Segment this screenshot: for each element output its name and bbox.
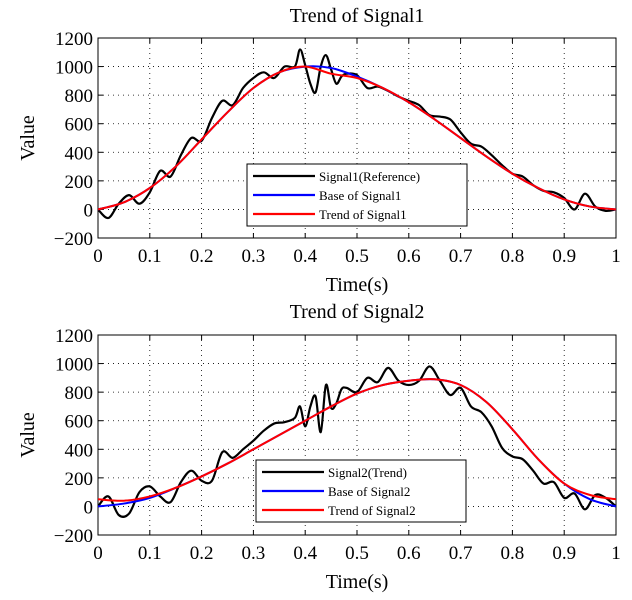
x-tick-label: 0.9	[552, 246, 576, 267]
legend-entry: Signal2(Trend)	[328, 465, 407, 480]
y-tick-label: 600	[65, 412, 94, 433]
y-tick-label: 400	[65, 143, 94, 164]
y-tick-label: −200	[54, 526, 93, 547]
y-tick-label: 0	[84, 497, 94, 518]
x-tick-label: 0.3	[242, 246, 266, 267]
y-tick-label: 1000	[55, 355, 93, 376]
series-line-signal1-reference-	[98, 48, 616, 220]
x-tick-label: 0	[93, 246, 103, 267]
series-line-trend-of-signal2	[98, 378, 616, 502]
y-tick-label: 200	[65, 469, 94, 490]
x-tick-label: 0.5	[345, 246, 369, 267]
series-line-signal2-trend-	[98, 365, 616, 518]
y-tick-label: 400	[65, 440, 94, 461]
x-tick-label: 0.4	[293, 246, 317, 267]
x-tick-label: 0.1	[138, 246, 162, 267]
chart-title: Trend of Signal2	[290, 301, 425, 323]
x-tick-label: 1	[611, 543, 621, 564]
y-tick-label: 800	[65, 383, 94, 404]
x-tick-label: 1	[611, 246, 621, 267]
chart-2: Trend of Signal2 0 0.1 0.2 0.3 0.4 0.5 0.6 0.7 0.…	[17, 301, 621, 593]
y-tick-label: 1200	[55, 29, 93, 50]
x-axis-label: Time(s)	[326, 274, 389, 296]
x-tick-label: 0.7	[449, 543, 473, 564]
y-tick-label: 800	[65, 86, 94, 107]
x-axis-label: Time(s)	[326, 571, 389, 593]
x-tick-label: 0	[93, 543, 103, 564]
y-tick-label: 200	[65, 172, 94, 193]
legend-entry: Trend of Signal2	[328, 503, 416, 518]
x-tick-label: 0.3	[242, 543, 266, 564]
y-tick-label: 1000	[55, 58, 93, 79]
legend-entry: Base of Signal2	[328, 484, 410, 499]
y-tick-label: 0	[84, 200, 94, 221]
x-tick-label: 0.9	[552, 543, 576, 564]
chart-1: Trend of Signal1 0 0.1 0.2 0.3 0.4 0.5 0.6 0.7 0.…	[17, 5, 621, 296]
legend-entry: Base of Signal1	[319, 188, 401, 203]
x-tick-label: 0.2	[190, 246, 214, 267]
x-tick-label: 0.2	[190, 543, 214, 564]
x-tick-label: 0.8	[501, 543, 525, 564]
chart-title: Trend of Signal1	[290, 5, 425, 27]
y-axis-label: Value	[17, 115, 39, 161]
legend: Signal1(Reference) Base of Signal1 Trend o…	[246, 163, 468, 227]
x-tick-label: 0.5	[345, 543, 369, 564]
x-tick-label: 0.6	[397, 246, 421, 267]
x-tick-label: 0.8	[501, 246, 525, 267]
legend-entry: Trend of Signal1	[319, 207, 407, 222]
series-line-trend-of-signal1	[98, 65, 616, 211]
y-tick-label: 600	[65, 115, 94, 136]
x-tick-label: 0.4	[293, 543, 317, 564]
legend: Signal2(Trend) Base of Signal2 Trend of Si…	[255, 459, 467, 523]
y-tick-label: 1200	[55, 326, 93, 347]
x-tick-label: 0.1	[138, 543, 162, 564]
x-tick-label: 0.6	[397, 543, 421, 564]
y-axis-label: Value	[17, 412, 39, 458]
y-tick-label: −200	[54, 229, 93, 250]
legend-entry: Signal1(Reference)	[319, 169, 420, 184]
x-tick-label: 0.7	[449, 246, 473, 267]
